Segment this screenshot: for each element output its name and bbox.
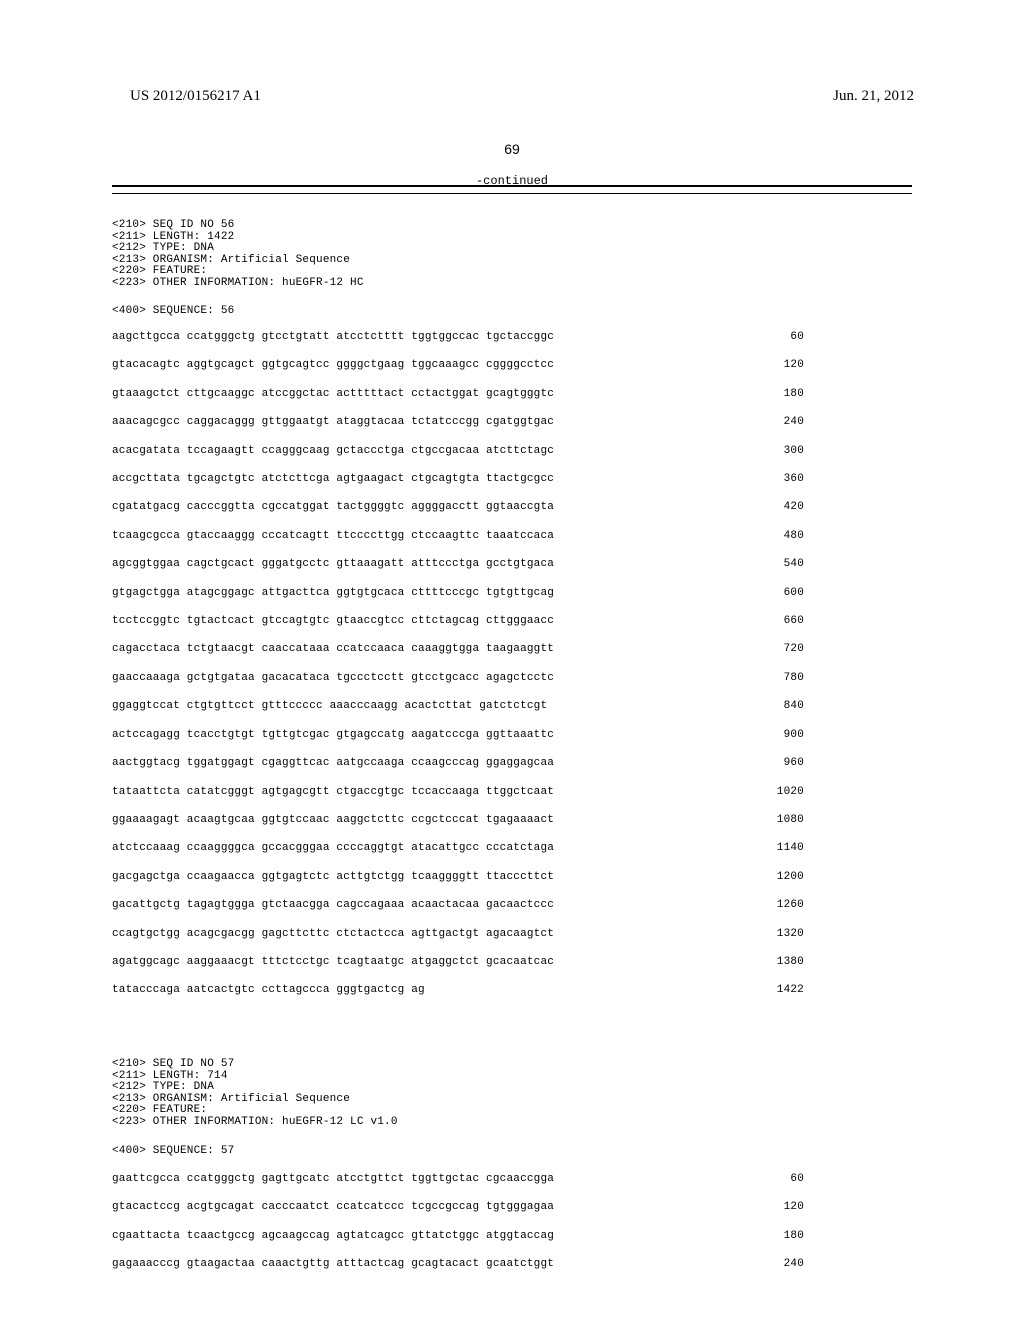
sequence-bases: tcctccggtc tgtactcact gtccagtgtc gtaaccg… xyxy=(112,615,554,627)
sequence-row: aaacagcgcc caggacaggg gttggaatgt ataggta… xyxy=(112,417,912,437)
sequence-row: agcggtggaa cagctgcact gggatgcctc gttaaag… xyxy=(112,559,912,579)
sequence-row: ccagtgctgg acagcgacgg gagcttcttc ctctact… xyxy=(112,929,912,949)
sequence-row: tatacccaga aatcactgtc ccttagccca gggtgac… xyxy=(112,985,912,1005)
top-rule xyxy=(112,185,912,187)
sequence-bases: gtgagctgga atagcggagc attgacttca ggtgtgc… xyxy=(112,587,554,599)
sequence-position: 840 xyxy=(784,701,804,713)
sequence-row: gtgagctgga atagcggagc attgacttca ggtgtgc… xyxy=(112,588,912,608)
publication-date: Jun. 21, 2012 xyxy=(833,88,914,105)
seq57-metadata: <210> SEQ ID NO 57 <211> LENGTH: 714 <21… xyxy=(112,1059,912,1128)
sequence-position: 180 xyxy=(784,1231,804,1243)
sequence-row: atctccaaag ccaaggggca gccacgggaa ccccagg… xyxy=(112,843,912,863)
sequence-row: aactggtacg tggatggagt cgaggttcac aatgcca… xyxy=(112,758,912,778)
sequence-position: 1020 xyxy=(777,787,804,799)
seq57-sequence-label: <400> SEQUENCE: 57 xyxy=(112,1146,912,1158)
sequence-position: 120 xyxy=(784,1202,804,1214)
sequence-position: 1080 xyxy=(777,815,804,827)
sequence-row: gtacactccg acgtgcagat cacccaatct ccatcat… xyxy=(112,1202,912,1222)
sequence-position: 1140 xyxy=(777,843,804,855)
sequence-row: accgcttata tgcagctgtc atctcttcga agtgaag… xyxy=(112,474,912,494)
sequence-row: cgaattacta tcaactgccg agcaagccag agtatca… xyxy=(112,1231,912,1251)
sequence-position: 780 xyxy=(784,673,804,685)
page-number: 69 xyxy=(0,141,1024,157)
sequence-bases: cagacctaca tctgtaacgt caaccataaa ccatcca… xyxy=(112,643,554,655)
sequence-bases: tcaagcgcca gtaccaaggg cccatcagtt ttcccct… xyxy=(112,530,554,542)
sequence-bases: ggaggtccat ctgtgttcct gtttccccc aaacccaa… xyxy=(112,700,547,712)
sequence-position: 480 xyxy=(784,531,804,543)
sequence-position: 720 xyxy=(784,644,804,656)
sequence-row: aagcttgcca ccatgggctg gtcctgtatt atcctct… xyxy=(112,332,912,352)
sequence-bases: tataattcta catatcgggt agtgagcgtt ctgaccg… xyxy=(112,786,554,798)
sequence-position: 120 xyxy=(784,360,804,372)
bottom-rule xyxy=(112,193,912,194)
sequence-row: cgatatgacg cacccggtta cgccatggat tactggg… xyxy=(112,502,912,522)
sequence-position: 300 xyxy=(784,446,804,458)
sequence-row: tataattcta catatcgggt agtgagcgtt ctgaccg… xyxy=(112,787,912,807)
sequence-position: 60 xyxy=(790,332,804,344)
sequence-position: 420 xyxy=(784,502,804,514)
sequence-bases: gtaaagctct cttgcaaggc atccggctac acttttt… xyxy=(112,388,554,400)
sequence-bases: gtacactccg acgtgcagat cacccaatct ccatcat… xyxy=(112,1201,554,1213)
sequence-bases: tatacccaga aatcactgtc ccttagccca gggtgac… xyxy=(112,984,425,996)
sequence-position: 660 xyxy=(784,616,804,628)
sequence-bases: cgaattacta tcaactgccg agcaagccag agtatca… xyxy=(112,1230,554,1242)
sequence-row: agatggcagc aaggaaacgt tttctcctgc tcagtaa… xyxy=(112,957,912,977)
sequence-bases: gacgagctga ccaagaacca ggtgagtctc acttgtc… xyxy=(112,871,554,883)
sequence-row: cagacctaca tctgtaacgt caaccataaa ccatcca… xyxy=(112,644,912,664)
sequence-position: 1200 xyxy=(777,872,804,884)
sequence-position: 1320 xyxy=(777,929,804,941)
sequence-bases: gtacacagtc aggtgcagct ggtgcagtcc ggggctg… xyxy=(112,359,554,371)
sequence-position: 360 xyxy=(784,474,804,486)
sequence-bases: gagaaacccg gtaagactaa caaactgttg atttact… xyxy=(112,1258,554,1270)
patent-header: US 2012/0156217 A1 Jun. 21, 2012 xyxy=(0,88,1024,105)
sequence-position: 1260 xyxy=(777,900,804,912)
sequence-row: actccagagg tcacctgtgt tgttgtcgac gtgagcc… xyxy=(112,730,912,750)
sequence-row: gacgagctga ccaagaacca ggtgagtctc acttgtc… xyxy=(112,872,912,892)
sequence-row: gtaaagctct cttgcaaggc atccggctac acttttt… xyxy=(112,389,912,409)
sequence-position: 960 xyxy=(784,758,804,770)
sequence-position: 240 xyxy=(784,417,804,429)
sequence-bases: gacattgctg tagagtggga gtctaacgga cagccag… xyxy=(112,899,554,911)
sequence-bases: aactggtacg tggatggagt cgaggttcac aatgcca… xyxy=(112,757,554,769)
sequence-bases: acacgatata tccagaagtt ccagggcaag gctaccc… xyxy=(112,445,554,457)
sequence-row: acacgatata tccagaagtt ccagggcaag gctaccc… xyxy=(112,446,912,466)
sequence-position: 60 xyxy=(790,1174,804,1186)
seq57-alignment: gaattcgcca ccatgggctg gagttgcatc atcctgt… xyxy=(112,1174,912,1279)
sequence-row: gaaccaaaga gctgtgataa gacacataca tgccctc… xyxy=(112,673,912,693)
sequence-position: 1380 xyxy=(777,957,804,969)
sequence-row: gaattcgcca ccatgggctg gagttgcatc atcctgt… xyxy=(112,1174,912,1194)
sequence-bases: aagcttgcca ccatgggctg gtcctgtatt atcctct… xyxy=(112,331,554,343)
sequence-position: 900 xyxy=(784,730,804,742)
sequence-bases: agatggcagc aaggaaacgt tttctcctgc tcagtaa… xyxy=(112,956,554,968)
sequence-bases: aaacagcgcc caggacaggg gttggaatgt ataggta… xyxy=(112,416,554,428)
sequence-row: gtacacagtc aggtgcagct ggtgcagtcc ggggctg… xyxy=(112,360,912,380)
seq56-metadata: <210> SEQ ID NO 56 <211> LENGTH: 1422 <2… xyxy=(112,220,912,289)
sequence-position: 600 xyxy=(784,588,804,600)
sequence-bases: ggaaaagagt acaagtgcaa ggtgtccaac aaggctc… xyxy=(112,814,554,826)
sequence-bases: gaaccaaaga gctgtgataa gacacataca tgccctc… xyxy=(112,672,554,684)
sequence-position: 540 xyxy=(784,559,804,571)
sequence-row: ggaaaagagt acaagtgcaa ggtgtccaac aaggctc… xyxy=(112,815,912,835)
seq56-alignment: aagcttgcca ccatgggctg gtcctgtatt atcctct… xyxy=(112,332,912,1005)
seq56-sequence-label: <400> SEQUENCE: 56 xyxy=(112,306,912,318)
sequence-bases: cgatatgacg cacccggtta cgccatggat tactggg… xyxy=(112,501,554,513)
sequence-bases: atctccaaag ccaaggggca gccacgggaa ccccagg… xyxy=(112,842,554,854)
sequence-row: ggaggtccat ctgtgttcct gtttccccc aaacccaa… xyxy=(112,701,912,721)
sequence-bases: agcggtggaa cagctgcact gggatgcctc gttaaag… xyxy=(112,558,554,570)
sequence-position: 240 xyxy=(784,1259,804,1271)
sequence-row: gagaaacccg gtaagactaa caaactgttg atttact… xyxy=(112,1259,912,1279)
sequence-row: tcaagcgcca gtaccaaggg cccatcagtt ttcccct… xyxy=(112,531,912,551)
sequence-bases: accgcttata tgcagctgtc atctcttcga agtgaag… xyxy=(112,473,554,485)
sequence-row: tcctccggtc tgtactcact gtccagtgtc gtaaccg… xyxy=(112,616,912,636)
sequence-position: 1422 xyxy=(777,985,804,997)
publication-number: US 2012/0156217 A1 xyxy=(130,88,261,105)
sequence-position: 180 xyxy=(784,389,804,401)
sequence-row: gacattgctg tagagtggga gtctaacgga cagccag… xyxy=(112,900,912,920)
sequence-bases: actccagagg tcacctgtgt tgttgtcgac gtgagcc… xyxy=(112,729,554,741)
sequence-bases: gaattcgcca ccatgggctg gagttgcatc atcctgt… xyxy=(112,1173,554,1185)
sequence-bases: ccagtgctgg acagcgacgg gagcttcttc ctctact… xyxy=(112,928,554,940)
